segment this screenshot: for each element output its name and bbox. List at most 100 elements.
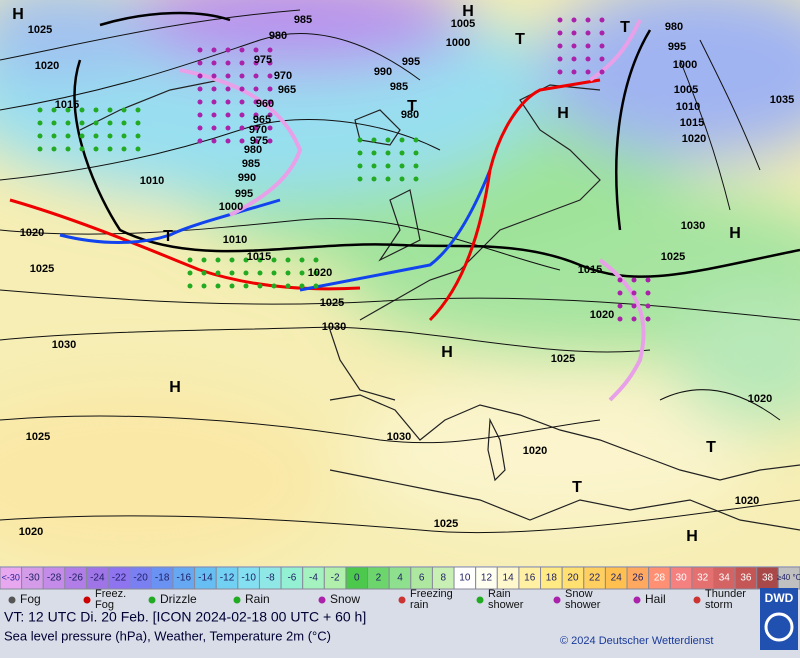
scale-label: -16 bbox=[177, 573, 192, 584]
copyright: © 2024 Deutscher Wetterdienst bbox=[560, 635, 713, 647]
scale-label: -12 bbox=[220, 573, 235, 584]
weather-dot bbox=[385, 163, 391, 169]
scale-label: 20 bbox=[567, 573, 579, 584]
weather-dot bbox=[571, 43, 577, 49]
weather-dot bbox=[617, 316, 623, 322]
weather-dot bbox=[239, 125, 245, 131]
scale-label: -4 bbox=[309, 573, 318, 584]
isobar-label: 995 bbox=[668, 41, 686, 53]
weather-dot bbox=[267, 60, 273, 66]
weather-dot bbox=[197, 125, 203, 131]
weather-dot bbox=[93, 120, 99, 126]
scale-label: 34 bbox=[719, 573, 731, 584]
weather-dot bbox=[253, 86, 259, 92]
isobar-label: 1020 bbox=[523, 445, 547, 457]
weather-dot bbox=[399, 163, 405, 169]
weather-dot bbox=[585, 56, 591, 62]
weather-dot bbox=[267, 138, 273, 144]
weather-dot bbox=[201, 257, 207, 263]
weather-dot bbox=[617, 303, 623, 309]
weather-dot bbox=[253, 47, 259, 53]
weather-dot bbox=[585, 69, 591, 75]
weather-dot bbox=[225, 112, 231, 118]
pressure-center: H bbox=[462, 3, 474, 20]
weather-dot bbox=[65, 146, 71, 152]
coastlines bbox=[79, 79, 800, 531]
temperature-field: 9859809759709659609659709759809859909951… bbox=[0, 0, 800, 566]
isobar-label: 995 bbox=[402, 56, 420, 68]
weather-dot bbox=[215, 257, 221, 263]
weather-dot bbox=[413, 150, 419, 156]
isobar-label: 980 bbox=[269, 30, 287, 42]
isobar-label: 985 bbox=[242, 158, 260, 170]
scale-label: ≥40 °C bbox=[777, 573, 800, 582]
scale-label: 14 bbox=[503, 573, 515, 584]
weather-dot bbox=[257, 270, 263, 276]
weather-dot bbox=[585, 30, 591, 36]
weather-dot bbox=[93, 107, 99, 113]
weather-dot bbox=[631, 290, 637, 296]
scale-label: -30 bbox=[25, 573, 40, 584]
weather-dot bbox=[197, 99, 203, 105]
weather-dot bbox=[79, 107, 85, 113]
isobar-label: 1000 bbox=[673, 59, 697, 71]
legend-icon bbox=[398, 596, 406, 604]
weather-dot bbox=[271, 257, 277, 263]
isobar-label: 975 bbox=[250, 135, 268, 147]
weather-dot bbox=[253, 99, 259, 105]
weather-dot bbox=[135, 107, 141, 113]
weather-dot bbox=[239, 60, 245, 66]
weather-dot bbox=[253, 138, 259, 144]
weather-dot bbox=[239, 73, 245, 79]
legend-label: Rain bbox=[245, 592, 270, 606]
weather-dot bbox=[571, 17, 577, 23]
weather-dot bbox=[645, 277, 651, 283]
legend-icon bbox=[693, 596, 701, 604]
pressure-center: H bbox=[441, 344, 453, 361]
weather-dot bbox=[225, 99, 231, 105]
isobar-label: 1025 bbox=[320, 297, 344, 309]
weather-dot bbox=[557, 56, 563, 62]
weather-legend: Fog Freez. Fog Drizzle Rain Snow Freezing rain R… bbox=[8, 588, 746, 611]
weather-dot bbox=[51, 133, 57, 139]
weather-dot bbox=[229, 270, 235, 276]
weather-dot bbox=[299, 283, 305, 289]
weather-dot bbox=[413, 163, 419, 169]
legend-label: Hail bbox=[645, 592, 666, 606]
weather-dot bbox=[399, 176, 405, 182]
weather-dot bbox=[107, 146, 113, 152]
isobar-label: 1020 bbox=[308, 267, 332, 279]
isobar-label: 990 bbox=[238, 172, 256, 184]
scale-label: 38 bbox=[762, 573, 774, 584]
weather-dot bbox=[107, 133, 113, 139]
pressure-center: H bbox=[557, 105, 569, 122]
scale-label: -8 bbox=[266, 573, 275, 584]
weather-dot bbox=[65, 107, 71, 113]
weather-dot bbox=[225, 73, 231, 79]
scale-label: 16 bbox=[524, 573, 536, 584]
weather-dot bbox=[371, 150, 377, 156]
weather-dot bbox=[37, 107, 43, 113]
isobar-label: 980 bbox=[244, 144, 262, 156]
weather-dot bbox=[257, 283, 263, 289]
isobar-label: 1020 bbox=[590, 309, 614, 321]
weather-dot bbox=[225, 86, 231, 92]
weather-dot bbox=[399, 150, 405, 156]
isobar-label: 1025 bbox=[30, 263, 54, 275]
isobar-label: 1005 bbox=[674, 84, 698, 96]
scale-label: -2 bbox=[331, 573, 340, 584]
weather-dot bbox=[385, 176, 391, 182]
weather-symbols bbox=[37, 17, 651, 322]
weather-dot bbox=[285, 270, 291, 276]
legend-icon bbox=[148, 596, 156, 604]
weather-dot bbox=[65, 133, 71, 139]
weather-dot bbox=[239, 112, 245, 118]
scale-label: 10 bbox=[459, 573, 471, 584]
legend-label: Thunder storm bbox=[705, 588, 746, 611]
legend-label: Drizzle bbox=[160, 592, 197, 606]
weather-dot bbox=[201, 283, 207, 289]
weather-dot bbox=[121, 107, 127, 113]
weather-dot bbox=[357, 176, 363, 182]
weather-dot bbox=[225, 125, 231, 131]
weather-dot bbox=[599, 43, 605, 49]
